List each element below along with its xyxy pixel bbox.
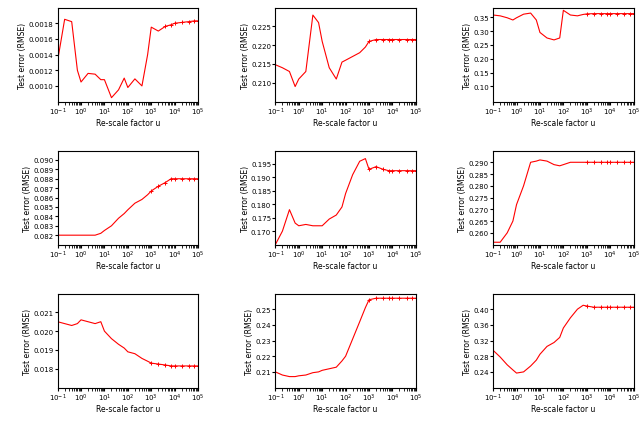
X-axis label: Re-scale factor u: Re-scale factor u: [531, 119, 596, 128]
Y-axis label: Test error (RMSE): Test error (RMSE): [463, 308, 472, 374]
X-axis label: Re-scale factor u: Re-scale factor u: [95, 262, 160, 271]
X-axis label: Re-scale factor u: Re-scale factor u: [314, 262, 378, 271]
X-axis label: Re-scale factor u: Re-scale factor u: [95, 404, 160, 414]
Y-axis label: Test error (RMSE): Test error (RMSE): [19, 23, 28, 89]
X-axis label: Re-scale factor u: Re-scale factor u: [95, 119, 160, 128]
X-axis label: Re-scale factor u: Re-scale factor u: [531, 404, 596, 414]
Y-axis label: Test error (RMSE): Test error (RMSE): [241, 165, 250, 231]
Y-axis label: Test error (RMSE): Test error (RMSE): [23, 308, 32, 374]
X-axis label: Re-scale factor u: Re-scale factor u: [314, 404, 378, 414]
Y-axis label: Test error (RMSE): Test error (RMSE): [463, 23, 472, 89]
X-axis label: Re-scale factor u: Re-scale factor u: [314, 119, 378, 128]
Y-axis label: Test error (RMSE): Test error (RMSE): [23, 165, 32, 231]
Y-axis label: Test error (RMSE): Test error (RMSE): [245, 308, 254, 374]
Y-axis label: Test error (RMSE): Test error (RMSE): [458, 165, 467, 231]
Y-axis label: Test error (RMSE): Test error (RMSE): [241, 23, 250, 89]
X-axis label: Re-scale factor u: Re-scale factor u: [531, 262, 596, 271]
